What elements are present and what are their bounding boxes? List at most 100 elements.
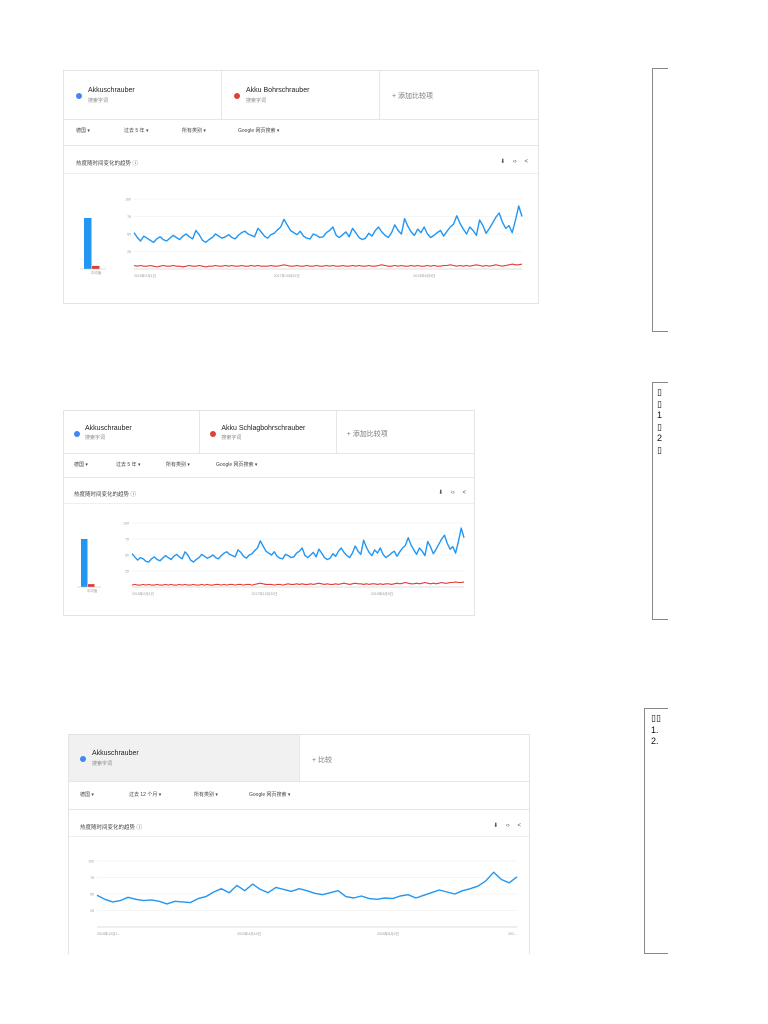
term-bar: Akkuschrauber 搜索字词 Akku Schlagbohrschrau…	[64, 411, 474, 454]
chart-tools: ⬇ ‹› <	[487, 822, 521, 829]
filter-search-type[interactable]: Google 网页搜索 ▾	[249, 792, 291, 798]
filter-search-type[interactable]: Google 网页搜索 ▾	[216, 462, 258, 468]
term-akku-bohrschrauber[interactable]: Akku Bohrschrauber 搜索字词	[222, 71, 380, 119]
filter-search-type[interactable]: Google 网页搜索 ▾	[238, 128, 280, 134]
average-bar-2	[92, 265, 100, 269]
filter-bar: 德国 ▾ 过去 5 年 ▾ 所有类别 ▾ Google 网页搜索 ▾	[64, 461, 474, 473]
y-tick-label: 100	[123, 522, 129, 526]
y-tick-label: 25	[90, 909, 94, 913]
term-subtitle: 搜索字词	[92, 761, 113, 767]
series-line-2	[133, 263, 523, 268]
term-subtitle: 搜索字词	[85, 435, 106, 441]
term-name: Akkuschrauber	[85, 425, 132, 432]
series-color-dot	[74, 431, 80, 437]
share-icon[interactable]: <	[524, 159, 528, 165]
y-tick-label: 50	[127, 233, 131, 237]
series-line-1	[131, 527, 465, 563]
term-name: Akkuschrauber	[88, 87, 135, 94]
series-color-dot	[210, 431, 217, 437]
embed-icon[interactable]: ‹›	[505, 823, 510, 829]
note-box-1	[652, 68, 668, 332]
series-color-dot	[80, 756, 86, 762]
filter-category[interactable]: 所有类别 ▾	[166, 462, 190, 468]
note-line: 2.	[651, 736, 659, 746]
add-comparison[interactable]: + 添加比较项	[337, 411, 474, 453]
note-line: 1.	[651, 724, 659, 735]
filter-bar: 德国 ▾ 过去 12 个月 ▾ 所有类别 ▾ Google 网页搜索 ▾	[69, 791, 529, 803]
x-tick-label: 202...	[508, 932, 517, 936]
series-line-1	[133, 205, 523, 244]
y-tick-label: 100	[125, 198, 131, 202]
trends-panel-3: Akkuschrauber 搜索字词 + 比较 德国 ▾ 过去 12 个月 ▾ …	[68, 734, 530, 954]
term-name: Akku Bohrschrauber	[246, 87, 310, 94]
x-tick-label: 2017年10月22日	[274, 273, 300, 278]
chart-title: 热度随时间变化的趋势 ⓘ	[76, 161, 139, 167]
filter-region[interactable]: 德国 ▾	[76, 128, 90, 134]
average-bar-1	[84, 218, 92, 269]
x-tick-label: 2015年2月1日	[134, 273, 156, 278]
note-line: ▯	[657, 387, 662, 397]
y-tick-label: 75	[127, 215, 131, 219]
chart-tools: ⬇ ‹› <	[432, 489, 466, 496]
note-box-2: ▯ ▯ 1 ▯ 2 ▯	[652, 382, 668, 620]
y-tick-label: 50	[125, 554, 129, 558]
note-line: 1	[657, 410, 663, 420]
term-akkuschrauber[interactable]: Akkuschrauber 搜索字词	[64, 411, 201, 453]
term-name: Akkuschrauber	[92, 750, 139, 757]
download-icon[interactable]: ⬇	[500, 159, 506, 165]
note-box-3: ▯▯ 1. 2.	[644, 708, 668, 954]
term-name: Akku Schlagbohrschrauber	[221, 425, 306, 432]
average-bar-2	[88, 584, 95, 587]
chart-title: 热度随时间变化的趋势 ⓘ	[80, 825, 143, 831]
note-line: ▯	[657, 444, 662, 455]
x-tick-label: 2019年12月1...	[97, 931, 121, 936]
add-comparison-label: + 比较	[312, 757, 333, 764]
embed-icon[interactable]: ‹›	[450, 490, 455, 496]
divider	[64, 477, 474, 478]
term-akkuschrauber[interactable]: Akkuschrauber 搜索字词	[69, 735, 300, 781]
series-line-1	[96, 871, 518, 905]
series-color-dot	[234, 93, 240, 99]
x-tick-label: 2019年6月9日	[371, 591, 393, 596]
term-subtitle: 搜索字词	[88, 98, 109, 104]
divider	[64, 173, 538, 174]
download-icon[interactable]: ⬇	[438, 490, 444, 496]
term-subtitle: 搜索字词	[221, 435, 242, 441]
series-line-2	[131, 581, 465, 586]
y-tick-label: 75	[125, 538, 129, 542]
add-comparison-label: + 添加比较项	[346, 431, 388, 438]
divider	[64, 503, 474, 504]
share-icon[interactable]: <	[462, 490, 466, 496]
share-icon[interactable]: <	[517, 823, 521, 829]
download-icon[interactable]: ⬇	[493, 823, 499, 829]
x-tick-label: 2020年8月2日	[377, 931, 399, 936]
term-akku-schlagbohrschrauber[interactable]: Akku Schlagbohrschrauber 搜索字词	[200, 411, 337, 453]
average-label: 平均值	[91, 270, 102, 275]
divider	[69, 836, 529, 837]
filter-time-range[interactable]: 过去 5 年 ▾	[116, 462, 141, 468]
filter-category[interactable]: 所有类别 ▾	[182, 128, 206, 134]
filter-region[interactable]: 德国 ▾	[80, 792, 94, 798]
filter-category[interactable]: 所有类别 ▾	[194, 792, 218, 798]
filter-region[interactable]: 德国 ▾	[74, 462, 88, 468]
term-akkuschrauber[interactable]: Akkuschrauber 搜索字词	[64, 71, 222, 119]
series-color-dot	[76, 93, 82, 99]
filter-time-range[interactable]: 过去 5 年 ▾	[124, 128, 149, 134]
embed-icon[interactable]: ‹›	[512, 159, 517, 165]
filter-time-range[interactable]: 过去 12 个月 ▾	[129, 792, 162, 798]
divider	[64, 145, 538, 146]
note-line: ▯	[657, 398, 662, 409]
add-comparison[interactable]: + 添加比较项	[380, 71, 538, 119]
trend-chart: 100 75 50 25 2015年2月1日 2017年10月22日 2019年6月9日 平均…	[80, 198, 523, 278]
note-line: ▯▯	[651, 713, 661, 723]
y-tick-label: 50	[90, 893, 94, 897]
add-comparison[interactable]: + 比较	[300, 735, 529, 781]
average-bar-1	[81, 539, 88, 587]
divider	[69, 809, 529, 810]
x-tick-label: 2017年10月22日	[252, 591, 278, 596]
y-tick-label: 25	[125, 570, 129, 574]
x-tick-label: 2019年6月9日	[413, 273, 435, 278]
y-tick-label: 100	[88, 860, 94, 864]
filter-bar: 德国 ▾ 过去 5 年 ▾ 所有类别 ▾ Google 网页搜索 ▾	[64, 127, 538, 139]
trends-panel-1: Akkuschrauber 搜索字词 Akku Bohrschrauber 搜索…	[63, 70, 539, 304]
